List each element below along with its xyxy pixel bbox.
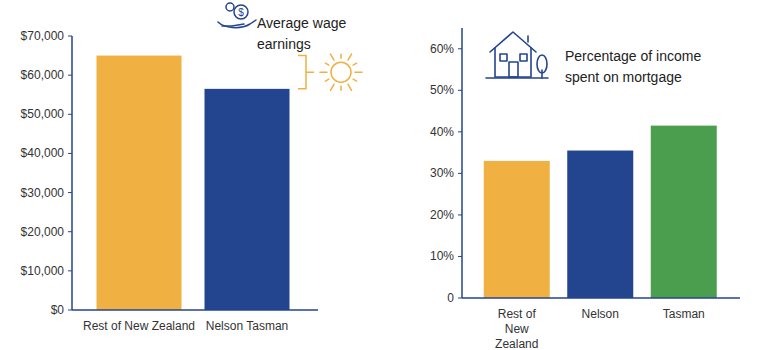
- bars: [484, 126, 717, 298]
- coin: [234, 5, 248, 19]
- hand: [218, 20, 256, 28]
- tick-label: 10%: [430, 249, 454, 263]
- bar: [97, 56, 182, 310]
- sun-ray: [320, 71, 327, 73]
- bar: [205, 89, 290, 310]
- bars: [97, 56, 290, 310]
- chimney: [527, 36, 529, 42]
- difference-bracket: [298, 56, 314, 89]
- fingers: [222, 24, 244, 26]
- sun-ray: [325, 79, 328, 81]
- chart-title: Average wage earnings: [257, 15, 346, 52]
- sun-icon: [320, 54, 362, 90]
- text-line: Nelson: [582, 307, 619, 321]
- x-axis: [462, 297, 740, 299]
- category-label: Rest of New Zealand: [83, 319, 195, 333]
- text-line: Zealand: [495, 337, 538, 350]
- bar: [484, 161, 550, 298]
- tick-label: $50,000: [21, 107, 65, 121]
- tree-trunk: [541, 70, 543, 78]
- tick-label: $70,000: [21, 29, 65, 43]
- chart-title: Percentage of income spent on mortgage: [565, 48, 701, 85]
- category-label: Nelson: [582, 307, 619, 321]
- tick-label: 0: [447, 291, 454, 305]
- text-line: spent on mortgage: [565, 69, 682, 85]
- sun-ray: [340, 54, 342, 58]
- x-axis: [72, 309, 318, 311]
- tick-label: $60,000: [21, 68, 65, 82]
- walls: [495, 48, 531, 77]
- stage: $0 $10,000 $20,000 $30,000 $40,000 $50,000 $60…: [0, 0, 770, 350]
- category-label: Rest ofNewZealand: [495, 307, 538, 350]
- ground: [486, 77, 548, 79]
- sun-ray: [355, 71, 362, 73]
- text-line: Nelson Tasman: [206, 319, 289, 333]
- tick-label: 50%: [430, 83, 454, 97]
- chart: $0 $10,000 $20,000 $30,000 $40,000 $50,000 $60…: [21, 3, 362, 333]
- tick-label: $10,000: [21, 264, 65, 278]
- text-line: Rest of New Zealand: [83, 319, 195, 333]
- sun-ray: [353, 63, 356, 65]
- sun-ray: [340, 86, 342, 90]
- tick-label: $30,000: [21, 186, 65, 200]
- tick-label: 20%: [430, 208, 454, 222]
- tick-label: 30%: [430, 166, 454, 180]
- category-label: Tasman: [663, 307, 705, 321]
- chart: 0 10% 20% 30% 40% 50% 60% Rest ofNewZealand Nels…: [430, 28, 740, 350]
- tick-label: 60%: [430, 42, 454, 56]
- tick-label: 40%: [430, 125, 454, 139]
- sun-ray: [348, 84, 352, 90]
- sun-disc: [331, 62, 351, 82]
- tick-label: $0: [51, 303, 65, 317]
- text-line: Percentage of income: [565, 48, 701, 64]
- text-line: Average wage: [257, 15, 346, 31]
- category-label: Nelson Tasman: [206, 319, 289, 333]
- roof: [490, 32, 536, 52]
- coin-small: [226, 3, 234, 11]
- y-axis: [71, 36, 73, 310]
- sun-ray: [331, 54, 335, 60]
- text-line: earnings: [257, 36, 311, 52]
- sun-ray: [353, 79, 356, 81]
- text-line: New: [505, 322, 529, 336]
- coin-symbol: $: [238, 7, 244, 18]
- wage-icon: $: [218, 3, 256, 28]
- y-axis: [461, 28, 463, 298]
- sun-ray: [348, 54, 352, 60]
- bar: [567, 151, 633, 298]
- house-icon: [486, 32, 548, 78]
- text-line: Tasman: [663, 307, 705, 321]
- door: [509, 62, 518, 77]
- tick-label: $20,000: [21, 225, 65, 239]
- sun-ray: [325, 63, 328, 65]
- text-line: Rest of: [498, 307, 537, 321]
- tick-label: $40,000: [21, 146, 65, 160]
- sun-ray: [331, 84, 335, 90]
- window: [520, 54, 527, 61]
- window: [500, 54, 507, 61]
- bar: [651, 126, 717, 298]
